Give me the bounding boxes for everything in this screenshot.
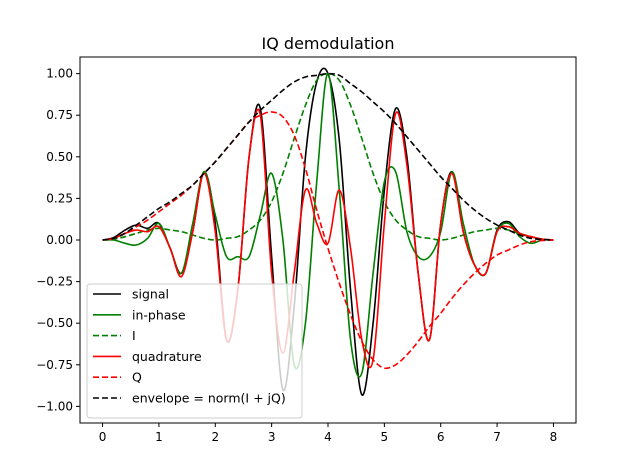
axes-frame <box>79 56 577 424</box>
x-axis: 0 1 2 3 4 5 6 7 8 <box>99 423 558 444</box>
x-tick-label: 7 <box>493 430 501 444</box>
plot-area <box>102 67 554 396</box>
y-axis: 1.00 0.75 0.50 0.25 0.00 −0.25 −0.50 −0.75 −1.00 <box>36 67 80 413</box>
legend-label: quadrature <box>132 349 202 364</box>
x-tick-label: 6 <box>437 430 445 444</box>
legend-box <box>86 283 303 419</box>
y-tick-label: 1.00 <box>46 67 73 81</box>
y-tick-label: −0.25 <box>36 275 73 289</box>
legend-label: envelope = norm(I + jQ) <box>132 391 286 406</box>
y-tick-label: 0.50 <box>46 150 73 164</box>
x-tick-label: 4 <box>324 430 332 444</box>
x-tick-label: 2 <box>211 430 219 444</box>
series-line-q-dashed <box>102 111 554 370</box>
y-tick-label: 0.75 <box>46 108 73 122</box>
y-tick-label: −0.75 <box>36 358 73 372</box>
legend-label: Q <box>132 370 142 385</box>
x-tick-label: 0 <box>99 430 107 444</box>
series-line-i-dashed <box>102 72 554 241</box>
x-tick-label: 1 <box>155 430 163 444</box>
y-tick-label: −1.00 <box>36 399 73 413</box>
chart-title: IQ demodulation <box>262 34 395 53</box>
legend-label: in-phase <box>132 307 186 322</box>
x-tick-label: 8 <box>550 430 558 444</box>
legend-label: signal <box>132 287 169 302</box>
x-tick-label: 3 <box>268 430 276 444</box>
y-tick-label: 0.25 <box>46 191 73 205</box>
x-tick-label: 5 <box>381 430 389 444</box>
y-tick-label: 0.00 <box>46 233 73 247</box>
legend-label: I <box>132 328 136 343</box>
series-group <box>102 67 554 396</box>
y-tick-label: −0.50 <box>36 316 73 330</box>
